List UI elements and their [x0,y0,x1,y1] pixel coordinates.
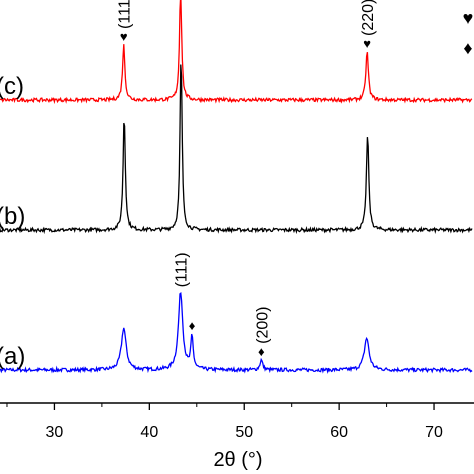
x-axis-label: 2θ (°) [213,449,262,471]
series-line-0 [0,291,473,375]
legend-markers: ♥♦ [463,8,474,58]
label-layer: (a)(b)(c)♥(111)♥(200)♥(220)(111)♦♦(200) [0,0,377,370]
peak-label-2: (220) [360,0,377,36]
x-tick-label-2: 50 [235,424,253,441]
x-tick-label-0: 30 [46,424,64,441]
peak-label-3: (111) [174,252,191,287]
legend-marker-0: ♥ [463,8,474,28]
series-label-0: (a) [0,343,25,370]
peak-label-5: (200) [254,307,271,344]
peak-label-0: (111) [117,0,134,29]
peak-marker-5: ♦ [258,344,265,359]
x-tick-label-3: 60 [330,424,348,441]
series-label-1: (b) [0,203,25,230]
series-line-2 [0,0,473,105]
series-layer [0,0,473,375]
x-tick-label-1: 40 [140,424,158,441]
x-axis: 30 40 50 60 70 [0,402,474,441]
peak-marker-4: ♦ [189,318,196,333]
x-tick-label-4: 70 [425,424,443,441]
legend-marker-1: ♦ [463,38,472,58]
peak-marker-2: ♥ [363,36,371,51]
series-line-1 [0,64,473,235]
peak-marker-0: ♥ [120,29,128,44]
series-label-2: (c) [0,73,24,100]
